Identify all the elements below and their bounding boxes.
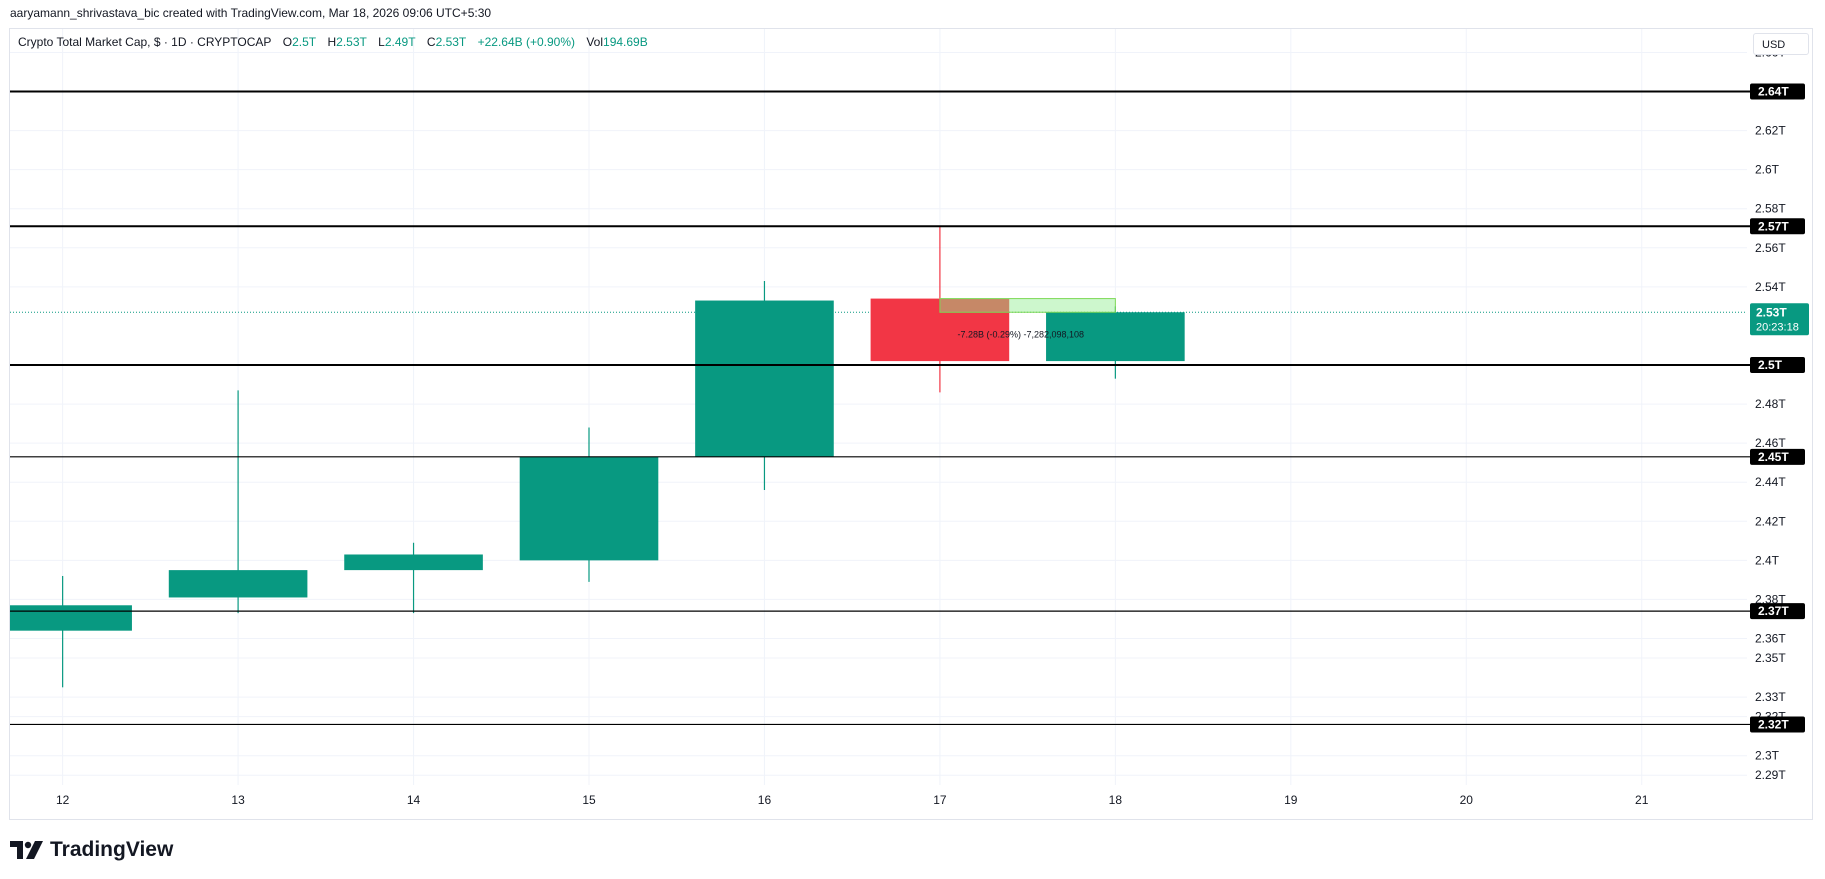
ohlc-legend: Crypto Total Market Cap, $ · 1D · CRYPTO… — [18, 35, 648, 49]
last-price-tag — [1750, 303, 1809, 336]
measure-box — [939, 298, 1116, 313]
y-tick-label: 2.56T — [1755, 241, 1786, 255]
high-value: 2.53T — [336, 35, 367, 49]
level-label-bg — [1750, 83, 1805, 100]
tradingview-logo[interactable]: TradingView — [10, 838, 173, 862]
close-value: 2.53T — [435, 35, 467, 49]
open-label: O — [282, 35, 293, 49]
volume-label: Vol — [586, 35, 604, 49]
y-tick-label: 2.46T — [1755, 436, 1786, 450]
y-tick-label: 2.42T — [1755, 514, 1786, 528]
x-tick-label: 16 — [758, 793, 772, 807]
x-tick-label: 21 — [1635, 793, 1649, 807]
y-tick-label: 2.33T — [1755, 690, 1786, 704]
measure-label: -7.28B (-0.29%) -7,282,098,108 — [957, 330, 1084, 340]
chart-frame — [9, 28, 1813, 820]
chart-credit: aaryamann_shrivastava_bic created with T… — [10, 6, 492, 20]
x-tick-label: 18 — [1109, 793, 1123, 807]
candle-up — [10, 605, 132, 631]
level-label-bg — [1750, 357, 1805, 373]
x-tick-label: 20 — [1460, 793, 1474, 807]
low-label: L — [378, 35, 385, 49]
close-label: C — [426, 35, 436, 49]
open-value: 2.5T — [292, 35, 317, 49]
last-price-label: 2.53T — [1756, 305, 1787, 319]
level-label: 2.5T — [1758, 358, 1783, 372]
brand-name: TradingView — [50, 838, 174, 861]
tradingview-logo-icon — [10, 841, 43, 859]
level-label: 2.45T — [1758, 450, 1789, 464]
y-tick-label: 2.4T — [1755, 553, 1780, 567]
x-tick-label: 14 — [407, 793, 421, 807]
level-label: 2.64T — [1758, 85, 1789, 99]
y-tick-label: 2.44T — [1755, 475, 1786, 489]
y-tick-label: 2.3T — [1755, 749, 1780, 763]
candle-up — [1046, 312, 1185, 362]
change-value: +22.64B (+0.90%) — [477, 35, 575, 49]
x-tick-label: 19 — [1284, 793, 1298, 807]
candle-up — [695, 300, 834, 457]
level-label-bg — [1750, 603, 1805, 620]
y-tick-label: 2.29T — [1755, 768, 1786, 782]
y-tick-label: 2.58T — [1755, 202, 1786, 216]
level-label: 2.37T — [1758, 604, 1789, 618]
currency-button[interactable]: USD — [1753, 33, 1809, 55]
y-tick-label: 2.35T — [1755, 651, 1786, 665]
symbol-title[interactable]: Crypto Total Market Cap, $ · 1D · CRYPTO… — [18, 35, 272, 49]
volume-value: 194.69B — [603, 35, 648, 49]
y-tick-label: 2.38T — [1755, 592, 1786, 606]
level-label-bg — [1750, 716, 1805, 733]
x-tick-label: 17 — [933, 793, 947, 807]
candle-up — [519, 456, 659, 561]
candle-up — [344, 554, 483, 571]
x-tick-label: 15 — [582, 793, 596, 807]
y-tick-label: 2.6T — [1755, 163, 1780, 177]
level-label: 2.57T — [1758, 219, 1789, 233]
level-label-bg — [1750, 218, 1805, 235]
level-label: 2.32T — [1758, 717, 1789, 731]
candle-countdown: 20:23:18 — [1756, 321, 1799, 333]
y-tick-label: 2.36T — [1755, 631, 1786, 645]
low-value: 2.49T — [384, 35, 416, 49]
y-tick-label: 2.54T — [1755, 280, 1786, 294]
level-label-bg — [1750, 448, 1805, 465]
candle-up — [168, 570, 308, 598]
x-tick-label: 12 — [56, 793, 70, 807]
y-tick-label: 2.48T — [1755, 397, 1786, 411]
y-tick-label: 2.62T — [1755, 124, 1786, 138]
x-tick-label: 13 — [231, 793, 245, 807]
high-label: H — [327, 35, 337, 49]
